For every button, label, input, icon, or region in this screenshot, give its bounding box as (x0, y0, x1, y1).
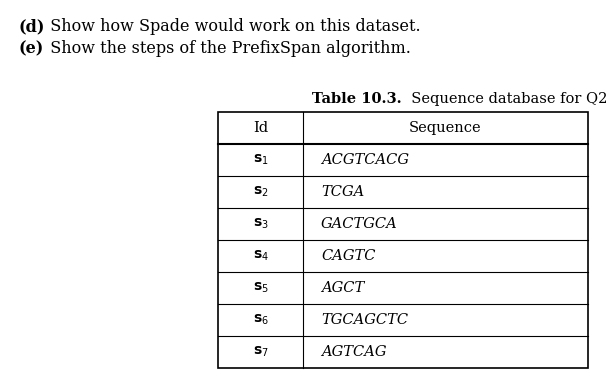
Text: $\mathbf{s}_{5}$: $\mathbf{s}_{5}$ (252, 281, 268, 295)
Text: AGTCAG: AGTCAG (321, 345, 387, 359)
Text: Sequence database for Q2: Sequence database for Q2 (402, 92, 607, 106)
Text: $\mathbf{s}_{6}$: $\mathbf{s}_{6}$ (252, 313, 269, 327)
Text: Sequence: Sequence (409, 121, 482, 135)
Text: Show the steps of the PrefixSpan algorithm.: Show the steps of the PrefixSpan algorit… (40, 40, 411, 57)
Text: $\mathbf{s}_{1}$: $\mathbf{s}_{1}$ (253, 153, 268, 167)
Text: GACTGCA: GACTGCA (321, 217, 398, 231)
Text: TCGA: TCGA (321, 185, 364, 199)
Text: Id: Id (253, 121, 268, 135)
Text: Table 10.3.: Table 10.3. (313, 92, 402, 106)
Text: $\mathbf{s}_{2}$: $\mathbf{s}_{2}$ (253, 185, 268, 199)
Bar (218, 112, 588, 368)
Text: $\mathbf{s}_{4}$: $\mathbf{s}_{4}$ (252, 249, 269, 263)
Text: ACGTCACG: ACGTCACG (321, 153, 409, 167)
Text: CAGTC: CAGTC (321, 249, 376, 263)
Text: AGCT: AGCT (321, 281, 364, 295)
Text: $\mathbf{s}_{3}$: $\mathbf{s}_{3}$ (252, 217, 268, 231)
Text: $\mathbf{s}_{7}$: $\mathbf{s}_{7}$ (252, 345, 268, 359)
Text: Show how Spade would work on this dataset.: Show how Spade would work on this datase… (40, 18, 421, 35)
Text: (d): (d) (18, 18, 44, 35)
Text: TGCAGCTC: TGCAGCTC (321, 313, 408, 327)
Text: (e): (e) (18, 40, 43, 57)
